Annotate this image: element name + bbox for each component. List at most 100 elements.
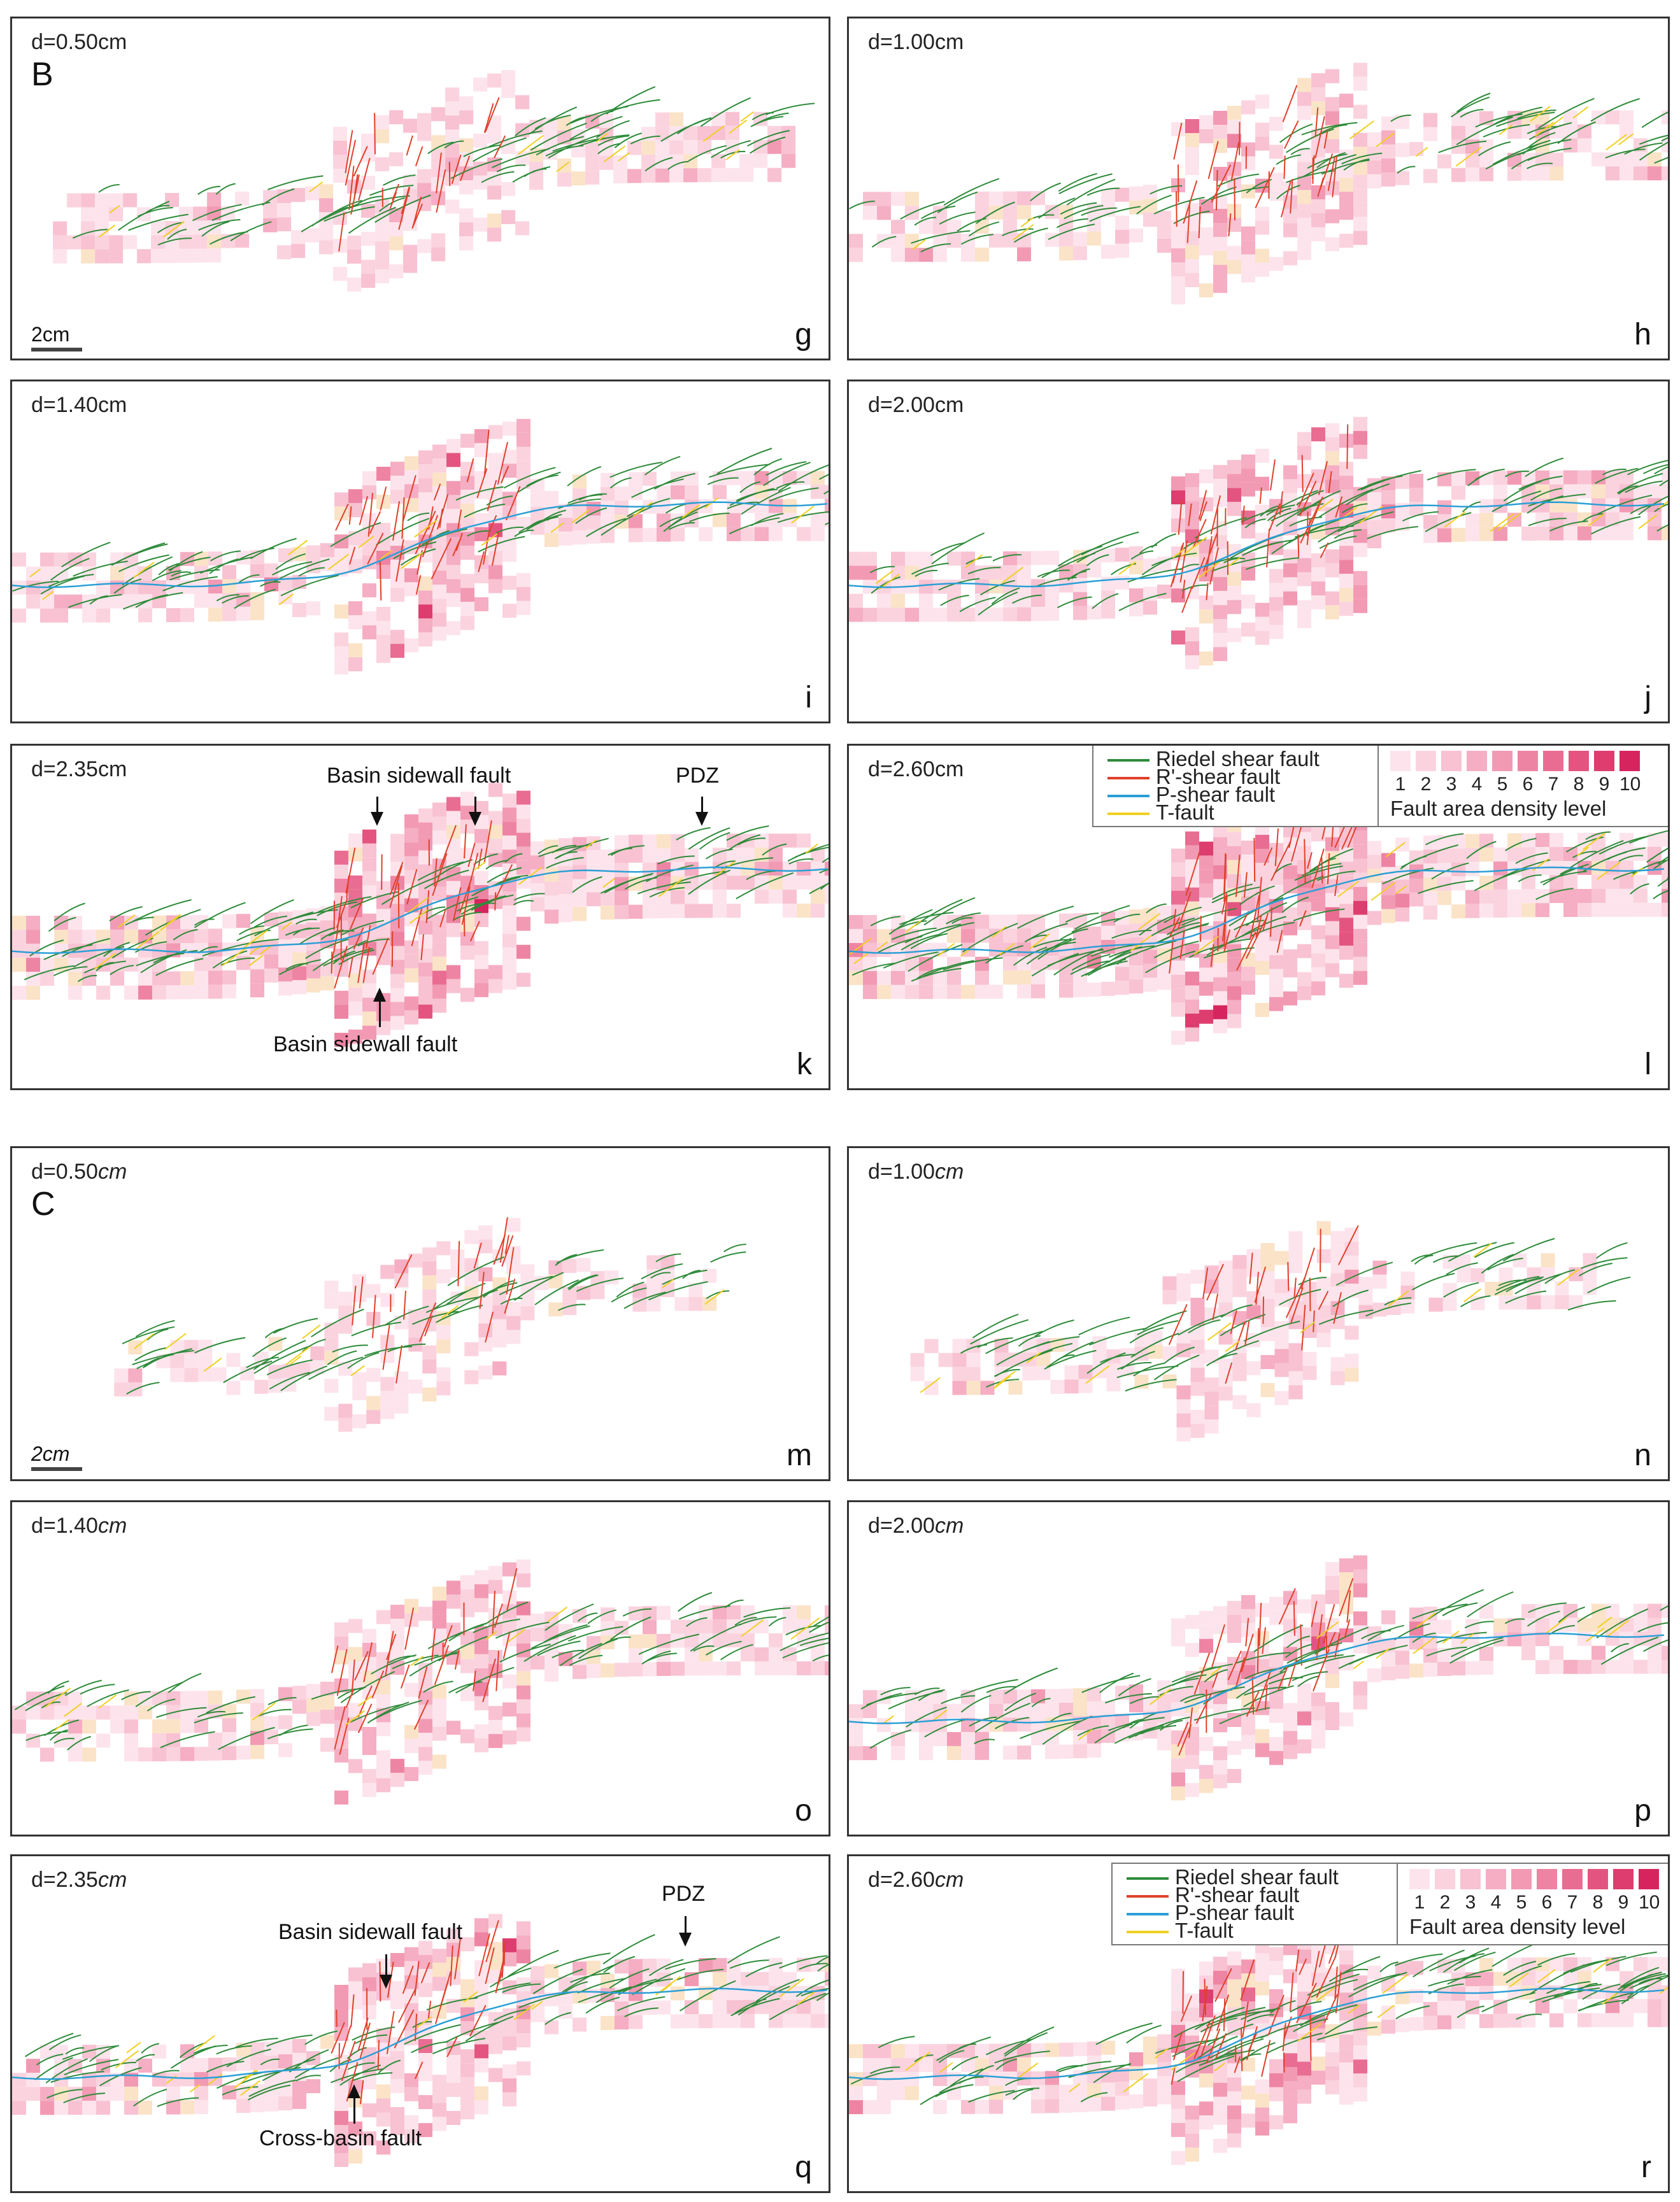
density-cell [1213,2110,1227,2125]
density-cell [1143,600,1157,615]
r-prime-shear-fault [377,2040,380,2070]
riedel-shear-fault [1527,125,1558,134]
density-cell [501,83,516,98]
riedel-shear-fault [755,1978,800,2002]
density-cell [1241,1987,1255,2002]
density-cell [95,193,110,208]
density-cell [1381,158,1395,173]
density-cell [1288,1357,1303,1372]
density-cell [1143,2092,1157,2107]
density-cell [1274,1279,1289,1293]
density-cell [460,1687,474,1701]
density-cell [657,485,671,500]
riedel-shear-fault [1223,557,1246,564]
density-cell [1395,893,1409,908]
density-cell [685,1661,699,1676]
density-cell [727,513,741,527]
density-cell [1493,889,1507,904]
density-cell [194,928,208,943]
density-cell [1283,549,1297,564]
r-prime-shear-fault [414,2014,418,2042]
density-cell [1176,1273,1191,1288]
riedel-shear-fault [1220,1314,1266,1337]
riedel-shear-fault [301,1339,326,1353]
density-cell [919,593,933,608]
riedel-shear-fault [1517,110,1556,120]
riedel-shear-fault [734,1617,757,1626]
t-fault [729,119,748,134]
density-cell [989,1703,1003,1718]
density-cell [138,971,152,986]
density-cell [1297,916,1311,930]
r-prime-shear-fault [406,869,418,905]
density-cell [1288,1371,1303,1386]
density-cell [1087,2042,1101,2056]
riedel-shear-fault [136,1348,192,1370]
density-cell [390,490,404,504]
density-cell [919,2057,933,2072]
density-cell [516,2033,530,2048]
density-cell [376,495,390,509]
density-cell [849,607,863,622]
riedel-shear-fault [1037,938,1076,960]
density-cell [1232,1254,1247,1269]
r-prime-shear-fault [1243,872,1248,898]
density-cell [1423,515,1437,529]
riedel-shear-fault [978,592,1018,616]
density-cell [1171,262,1185,276]
density-cell [460,1575,474,1589]
density-cell [989,1689,1003,1704]
riedel-shear-fault [888,1690,943,1710]
density-cell [1227,218,1241,232]
riedel-shear-fault [1448,1242,1497,1262]
density-cell [324,1379,339,1393]
density-cell [432,914,446,929]
riedel-shear-fault [217,939,279,953]
t-fault [98,1694,117,1708]
density-cell [783,862,797,876]
density-cell [573,1961,587,1976]
riedel-shear-fault [445,2022,499,2043]
density-cell [1619,124,1634,139]
riedel-shear-fault [427,141,454,155]
density-cell [1591,874,1605,889]
density-cell [1213,1704,1227,1719]
riedel-shear-fault [1071,918,1121,933]
density-cell [375,227,390,241]
riedel-shear-fault [577,1612,598,1622]
fault-map [849,1912,1668,2165]
density-cell [1493,861,1507,876]
riedel-shear-fault [1318,517,1366,543]
density-cell [1129,588,1143,602]
density-cell [362,1629,376,1643]
density-cell [334,2111,348,2125]
riedel-shear-fault [1587,1276,1631,1294]
density-cell [1176,1329,1191,1344]
density-cell [1073,1688,1087,1703]
density-cell [1381,867,1395,881]
t-fault [547,1606,568,1623]
displacement-label: d=1.00cm [868,1160,964,1184]
riedel-shear-fault [1449,1639,1504,1664]
density-cell [1241,622,1255,637]
density-cell [545,909,559,924]
density-cell [863,2058,877,2072]
density-cell [1297,832,1311,846]
density-cell [1311,827,1325,842]
r-prime-shear-fault [359,1276,364,1309]
density-cell [68,930,82,944]
density-cell [1227,134,1241,148]
density-cell [1437,877,1451,891]
riedel-shear-fault [602,1934,655,1964]
density-cell [1577,833,1591,847]
riedel-shear-fault [135,1319,175,1338]
riedel-shear-fault [34,2057,73,2080]
density-cell [1241,142,1255,157]
t-fault [681,504,701,519]
riedel-shear-fault [891,927,937,941]
t-fault [658,879,683,897]
density-cell [1232,1268,1247,1283]
riedel-shear-fault [665,1957,716,1970]
t-fault [1370,881,1396,901]
density-cell [1535,833,1549,848]
